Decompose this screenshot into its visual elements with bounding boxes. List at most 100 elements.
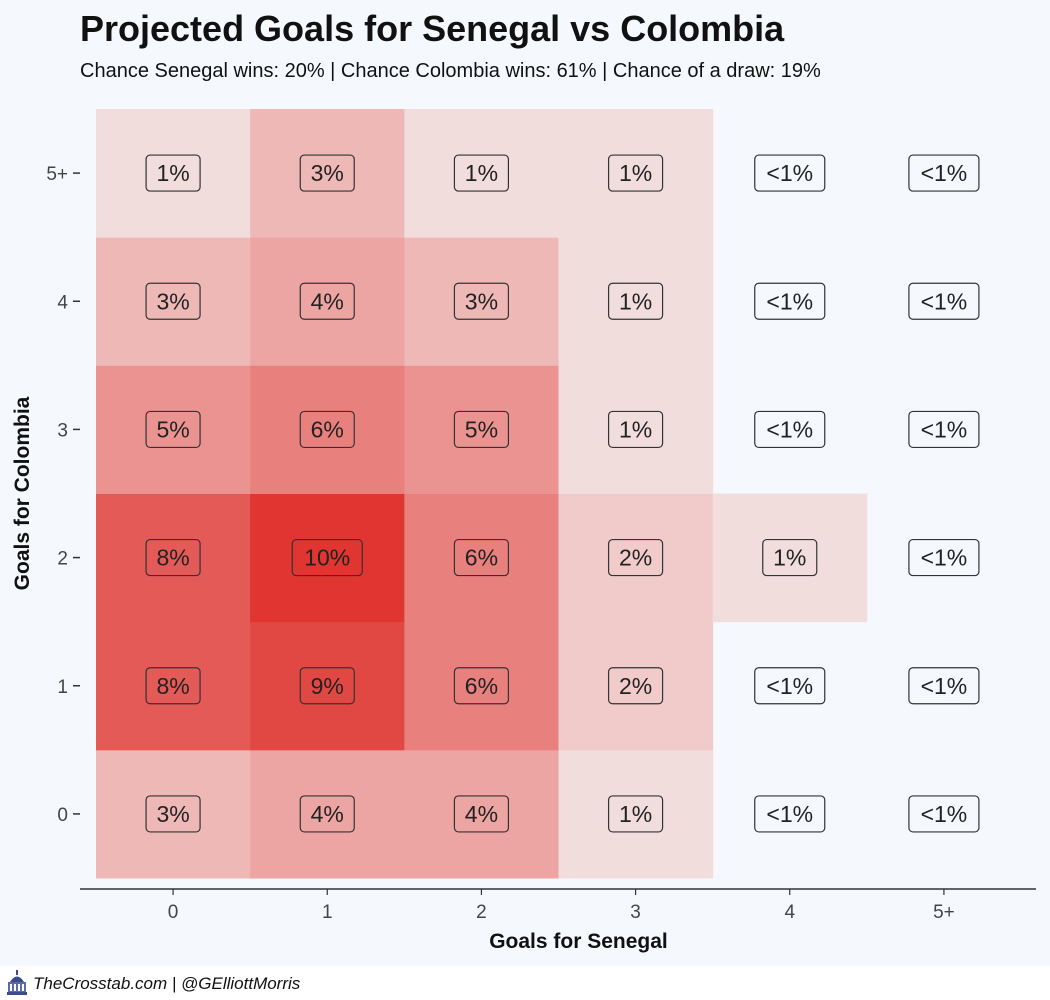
cell-label-box [299, 410, 355, 449]
cell-label-box [299, 282, 355, 320]
heatmap-cells [96, 109, 868, 879]
cell-label-box [453, 667, 510, 705]
x-tick-label-4: 4 [784, 902, 795, 923]
heatmap-cell-4-2 [712, 493, 868, 623]
heatmap-cell-1-2 [250, 493, 405, 623]
cell-label-1-0: 4% [299, 795, 355, 833]
cell-label-text: 1% [156, 160, 189, 186]
heatmap-cell-3-5+ [558, 109, 714, 238]
cell-label-box [607, 795, 664, 833]
cell-label-text: <1% [766, 288, 813, 314]
cell-label-1-2: 10% [291, 538, 363, 577]
cell-label-box [453, 410, 510, 449]
cell-label-3-0: 1% [607, 795, 664, 833]
cell-label-4-3: <1% [754, 410, 826, 449]
cell-label-box [299, 154, 355, 192]
cell-label-2-3: 5% [453, 410, 510, 449]
cell-label-text: 1% [619, 160, 652, 186]
cell-label-text: <1% [766, 673, 813, 699]
cell-label-box [908, 282, 980, 320]
cell-label-text: 4% [311, 801, 344, 827]
cell-label-text: 1% [773, 545, 806, 571]
cell-label-text: <1% [921, 801, 968, 827]
heatmap-cell-0-3 [96, 365, 251, 494]
chart-title: Projected Goals for Senegal vs Colombia [80, 8, 785, 49]
cell-label-box [762, 538, 818, 577]
cell-label-box [908, 538, 980, 577]
capitol-icon [7, 970, 27, 995]
cell-label-5+-1: <1% [908, 667, 980, 705]
cell-label-box [145, 282, 201, 320]
cell-label-box [145, 538, 201, 577]
y-tick-label-0: 0 [57, 805, 68, 826]
cell-label-box [754, 795, 826, 833]
cell-label-box [754, 667, 826, 705]
x-tick-label-5+: 5+ [933, 902, 955, 923]
axes: 0 1 2 3 4 5+ 0 1 2 3 4 5+ Goals for Senegal Goals for… [11, 164, 1036, 953]
cell-label-4-2: 1% [762, 538, 818, 577]
cell-label-0-0: 3% [145, 795, 201, 833]
cell-label-4-5+: <1% [754, 154, 826, 192]
cell-label-4-1: <1% [754, 667, 826, 705]
cell-label-box [607, 667, 664, 705]
cell-label-box [908, 667, 980, 705]
heatmap-cell-2-2 [404, 493, 559, 623]
x-tick-label-3: 3 [630, 902, 641, 923]
cell-label-text: 4% [465, 801, 498, 827]
cell-label-5+-5+: <1% [908, 154, 980, 192]
cell-label-2-5+: 1% [453, 154, 510, 192]
cell-label-box [607, 538, 664, 577]
y-tick-label-1: 1 [57, 677, 68, 698]
cell-label-5+-0: <1% [908, 795, 980, 833]
cell-label-box [908, 795, 980, 833]
cell-label-2-1: 6% [453, 667, 510, 705]
cell-label-0-2: 8% [145, 538, 201, 577]
x-axis-title: Goals for Senegal [489, 930, 668, 953]
heatmap-cell-1-3 [250, 365, 405, 494]
cell-label-text: 3% [156, 801, 189, 827]
y-axis-title: Goals for Colombia [11, 396, 34, 590]
heatmap-cell-3-3 [558, 365, 714, 494]
cell-label-box [453, 154, 510, 192]
heatmap-cell-3-0 [558, 749, 714, 879]
cell-label-3-3: 1% [607, 410, 664, 449]
cell-label-box [299, 795, 355, 833]
cell-label-0-4: 3% [145, 282, 201, 320]
heatmap-cell-3-1 [558, 621, 714, 751]
cell-label-box [291, 538, 363, 577]
cell-label-box [145, 410, 201, 449]
footer: TheCrosstab.com | @GElliottMorris [0, 966, 1050, 1000]
cell-labels: 3% 4% 4% 1% <1% <1% 8% 9% 6% 2% <1% <1% 8% 10% 6% 2% 1% <… [145, 154, 980, 833]
heatmap-cell-3-2 [558, 493, 714, 623]
cell-label-text: <1% [766, 160, 813, 186]
heatmap-cell-3-4 [558, 237, 714, 366]
cell-label-text: <1% [766, 416, 813, 442]
cell-label-box [145, 667, 201, 705]
y-tick-label-3: 3 [57, 420, 68, 441]
heatmap-cell-0-1 [96, 621, 251, 751]
x-tick-label-0: 0 [168, 902, 179, 923]
cell-label-text: 2% [619, 545, 652, 571]
cell-label-4-4: <1% [754, 282, 826, 320]
cell-label-box [453, 538, 510, 577]
cell-label-3-5+: 1% [607, 154, 664, 192]
heatmap-cell-1-4 [250, 237, 405, 366]
cell-label-text: 1% [465, 160, 498, 186]
x-tick-label-1: 1 [322, 902, 333, 923]
cell-label-text: <1% [921, 416, 968, 442]
cell-label-box [908, 410, 980, 449]
heatmap-cell-2-4 [404, 237, 559, 366]
heatmap-cell-2-1 [404, 621, 559, 751]
cell-label-text: 4% [311, 288, 344, 314]
y-tick-label-5+: 5+ [46, 164, 68, 185]
y-tick-label-4: 4 [57, 292, 68, 313]
cell-label-1-3: 6% [299, 410, 355, 449]
cell-label-box [299, 667, 355, 705]
cell-label-text: 1% [619, 801, 652, 827]
cell-label-text: 3% [311, 160, 344, 186]
cell-label-text: <1% [766, 801, 813, 827]
cell-label-box [145, 795, 201, 833]
heatmap-cell-0-4 [96, 237, 251, 366]
cell-label-text: 10% [304, 545, 350, 571]
cell-label-box [908, 154, 980, 192]
